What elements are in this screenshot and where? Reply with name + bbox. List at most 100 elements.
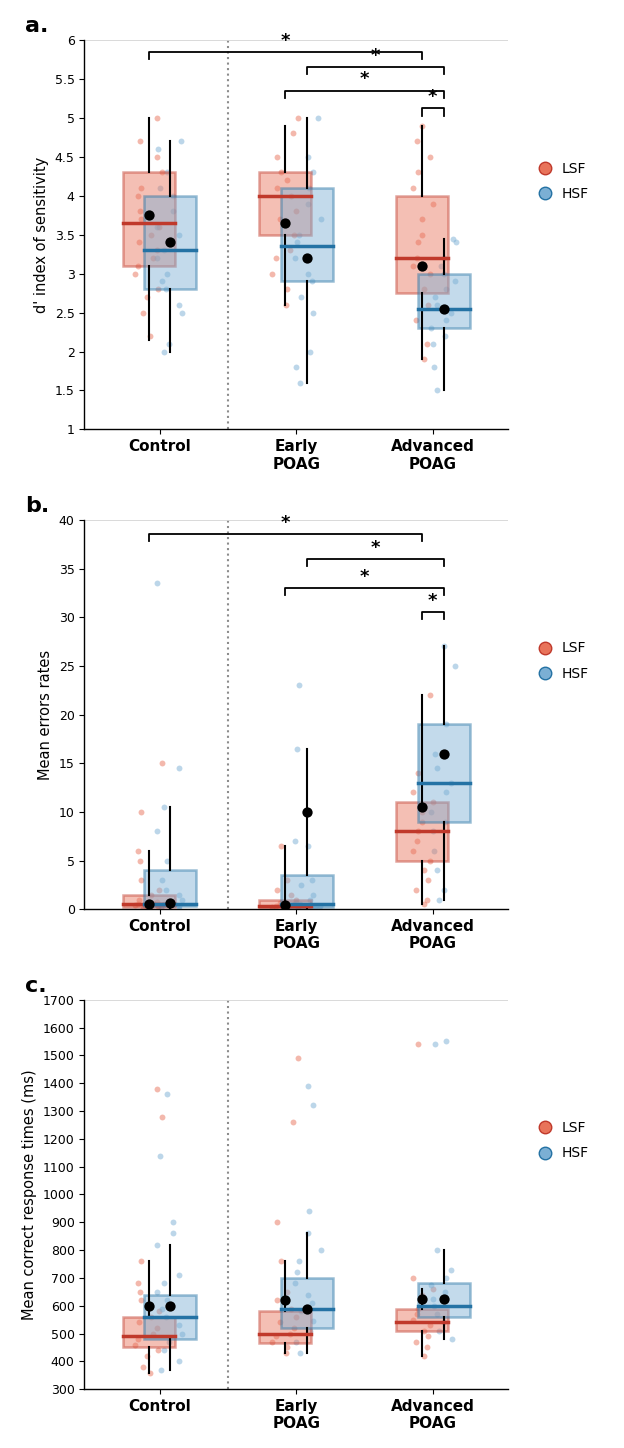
Bar	[259, 172, 311, 235]
Point	[152, 891, 162, 914]
Point	[432, 1238, 442, 1261]
Point	[152, 820, 162, 843]
Point	[307, 869, 317, 892]
Point	[310, 896, 320, 919]
Point	[419, 348, 429, 371]
Point	[168, 200, 178, 223]
Point	[440, 1280, 450, 1303]
Point	[295, 1341, 305, 1364]
Point	[422, 888, 432, 911]
Point	[419, 859, 429, 882]
Point	[157, 869, 167, 892]
Point	[145, 898, 155, 921]
Point	[417, 114, 427, 138]
Bar	[123, 172, 175, 266]
Point	[173, 756, 183, 779]
Bar	[396, 802, 448, 860]
Bar	[396, 1309, 448, 1331]
Point	[159, 340, 169, 363]
Point	[158, 1271, 168, 1295]
Point	[135, 1289, 145, 1312]
Point	[161, 1305, 171, 1328]
Point	[158, 795, 168, 818]
Point	[313, 106, 323, 129]
Point	[303, 1222, 313, 1245]
Point	[162, 161, 172, 184]
Point	[152, 1316, 162, 1339]
Point	[174, 895, 184, 918]
Point	[288, 1111, 298, 1134]
Point	[276, 161, 286, 184]
Text: *: *	[280, 32, 290, 49]
Point	[305, 177, 314, 200]
Point	[447, 1328, 457, 1351]
Point	[162, 1289, 172, 1312]
Y-axis label: d' index of sensitivity: d' index of sensitivity	[34, 156, 49, 313]
Point	[296, 1300, 306, 1323]
Point	[142, 285, 152, 308]
Point	[271, 1289, 281, 1312]
Point	[152, 572, 162, 595]
Text: *: *	[359, 71, 369, 88]
Bar	[281, 875, 333, 908]
Point	[152, 1280, 162, 1303]
Point	[446, 301, 456, 324]
Point	[293, 1250, 303, 1273]
Point	[136, 177, 146, 200]
Point	[174, 292, 184, 316]
Point	[153, 1339, 163, 1363]
Point	[149, 1322, 158, 1345]
Point	[442, 780, 452, 804]
Point	[417, 207, 427, 230]
Point	[280, 893, 290, 917]
Point	[137, 1355, 147, 1378]
Point	[293, 673, 303, 696]
Point	[413, 230, 423, 253]
Point	[305, 1319, 315, 1342]
Point	[134, 1310, 144, 1334]
Point	[157, 1358, 167, 1381]
Point	[134, 230, 144, 253]
Point	[439, 634, 449, 657]
Point	[154, 879, 164, 902]
Point	[149, 892, 158, 915]
Bar	[396, 195, 448, 292]
Point	[446, 772, 456, 795]
Point	[290, 893, 300, 917]
Point	[293, 223, 303, 246]
Point	[412, 830, 422, 853]
Point	[296, 285, 306, 308]
Point	[133, 840, 143, 863]
Y-axis label: Mean errors rates: Mean errors rates	[38, 650, 53, 779]
Point	[281, 292, 291, 316]
Point	[307, 1292, 317, 1315]
Point	[426, 1273, 436, 1296]
Point	[281, 898, 291, 921]
Text: a.: a.	[25, 16, 49, 36]
Point	[159, 1339, 169, 1363]
Point	[422, 1337, 432, 1360]
Point	[293, 898, 303, 921]
Point	[439, 297, 449, 320]
Point	[135, 869, 145, 892]
Point	[174, 898, 184, 921]
Point	[157, 752, 167, 775]
Point	[152, 1232, 162, 1255]
Point	[428, 332, 438, 355]
Point	[417, 223, 427, 246]
Point	[292, 230, 302, 253]
Point	[145, 223, 155, 246]
Point	[417, 1283, 427, 1306]
Point	[429, 1295, 439, 1318]
Point	[439, 741, 449, 765]
Point	[153, 895, 163, 918]
Point	[276, 834, 286, 857]
Bar	[259, 899, 311, 908]
Point	[291, 356, 301, 379]
Point	[428, 1287, 438, 1310]
Point	[152, 239, 162, 262]
Point	[165, 230, 175, 253]
Text: *: *	[371, 48, 380, 65]
Bar	[145, 195, 197, 290]
Point	[165, 891, 175, 914]
